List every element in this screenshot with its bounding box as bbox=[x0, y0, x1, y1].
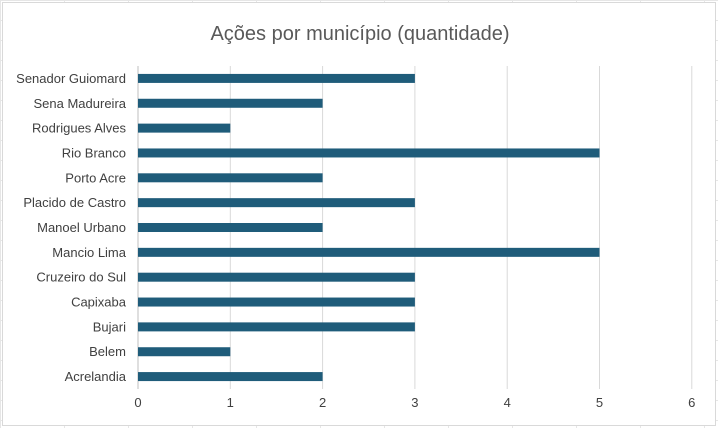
category-label: Capixaba bbox=[71, 295, 127, 310]
bar[interactable] bbox=[138, 148, 600, 158]
bar[interactable] bbox=[138, 347, 231, 357]
bar[interactable] bbox=[138, 247, 600, 257]
tick-labels: 0 1 2 3 4 5 6 bbox=[134, 395, 695, 410]
bar[interactable] bbox=[138, 123, 231, 133]
bar[interactable] bbox=[138, 73, 415, 83]
category-label: Acrelandia bbox=[65, 369, 127, 384]
bar[interactable] bbox=[138, 198, 415, 208]
category-label: Manoel Urbano bbox=[37, 220, 126, 235]
x-tick-label: 0 bbox=[134, 395, 141, 410]
x-tick-label: 3 bbox=[411, 395, 418, 410]
x-tick-label: 6 bbox=[688, 395, 695, 410]
x-tick-label: 2 bbox=[319, 395, 326, 410]
category-labels: Senador Guiomard Sena Madureira Rodrigues … bbox=[16, 71, 127, 384]
bar[interactable] bbox=[138, 223, 323, 232]
bar[interactable] bbox=[138, 98, 323, 108]
bar[interactable] bbox=[138, 297, 415, 307]
category-label: Rodrigues Alves bbox=[32, 121, 126, 136]
bar[interactable] bbox=[138, 173, 323, 183]
category-label: Belem bbox=[89, 344, 126, 359]
category-label: Sena Madureira bbox=[34, 96, 127, 111]
plot-area: Senador Guiomard Sena Madureira Rodrigues … bbox=[16, 66, 695, 410]
category-label: Placido de Castro bbox=[23, 195, 126, 210]
category-label: Cruzeiro do Sul bbox=[36, 270, 126, 285]
bar[interactable] bbox=[138, 322, 415, 332]
category-label: Porto Acre bbox=[65, 170, 126, 185]
bars bbox=[138, 73, 600, 382]
category-label: Rio Branco bbox=[62, 145, 126, 160]
category-label: Bujari bbox=[93, 319, 126, 334]
chart-title: Ações por município (quantidade) bbox=[210, 23, 510, 45]
bar[interactable] bbox=[138, 372, 323, 382]
x-tick-label: 1 bbox=[227, 395, 234, 410]
bar[interactable] bbox=[138, 272, 415, 282]
x-tick-label: 5 bbox=[596, 395, 603, 410]
category-label: Senador Guiomard bbox=[16, 71, 126, 86]
x-tick-label: 4 bbox=[504, 395, 511, 410]
category-label: Mancio Lima bbox=[52, 245, 126, 260]
